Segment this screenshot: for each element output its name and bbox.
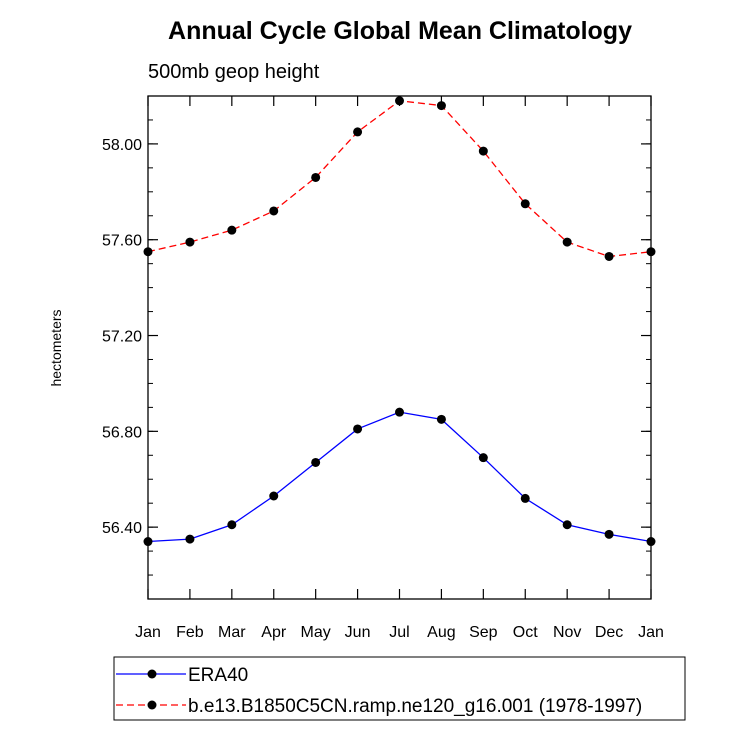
x-tick-label: Aug	[427, 624, 455, 641]
x-tick-label: Nov	[553, 624, 581, 641]
x-tick-label: Oct	[513, 624, 538, 641]
data-point	[395, 407, 404, 417]
data-point	[143, 247, 153, 257]
x-tick-label: Dec	[595, 624, 623, 641]
data-point	[520, 199, 530, 209]
data-point	[185, 237, 195, 247]
data-point	[436, 414, 446, 424]
x-tick-label: Apr	[261, 624, 287, 641]
data-point	[604, 251, 614, 261]
chart-subtitle: 500mb geop height	[148, 61, 320, 83]
data-point	[395, 96, 404, 106]
data-point	[562, 520, 572, 530]
x-tick-label: May	[301, 624, 331, 641]
legend-box	[113, 656, 686, 721]
data-point	[269, 491, 279, 501]
data-point	[478, 146, 488, 156]
data-point	[520, 493, 530, 503]
x-tick-label: Sep	[469, 624, 498, 641]
series-line	[147, 100, 652, 258]
legend-label: b.e13.B1850C5CN.ramp.ne120_g16.001 (1978…	[188, 696, 642, 717]
data-point	[646, 247, 656, 257]
plot-frame	[147, 95, 652, 600]
data-point	[227, 225, 237, 235]
data-point	[646, 537, 656, 547]
data-point	[311, 172, 321, 182]
x-tick-label: Mar	[218, 624, 246, 641]
y-tick-label: 56.40	[102, 520, 142, 537]
data-point	[436, 101, 446, 111]
legend-label: ERA40	[188, 665, 248, 686]
y-tick-label: 57.60	[102, 233, 142, 250]
legend-marker	[147, 669, 157, 679]
y-axis-label: hectometers	[48, 309, 64, 386]
data-point	[227, 520, 237, 530]
data-point	[478, 453, 488, 463]
data-point	[604, 529, 614, 539]
y-tick-label: 57.20	[102, 329, 142, 346]
legend-marker	[147, 700, 157, 710]
data-point	[562, 237, 572, 247]
y-tick-label: 56.80	[102, 424, 142, 441]
data-point	[311, 457, 321, 467]
y-tick-label: 58.00	[102, 137, 142, 154]
x-tick-label: Jan	[638, 624, 664, 641]
x-tick-label: Jul	[389, 624, 409, 641]
data-point	[185, 534, 195, 544]
data-point	[353, 127, 363, 137]
data-point	[353, 424, 363, 434]
data-point	[269, 206, 279, 216]
x-tick-label: Jun	[345, 624, 371, 641]
data-point	[143, 537, 153, 547]
series-line	[147, 411, 652, 543]
x-tick-label: Feb	[176, 624, 204, 641]
x-tick-label: Jan	[135, 624, 161, 641]
chart-title: Annual Cycle Global Mean Climatology	[168, 17, 632, 45]
